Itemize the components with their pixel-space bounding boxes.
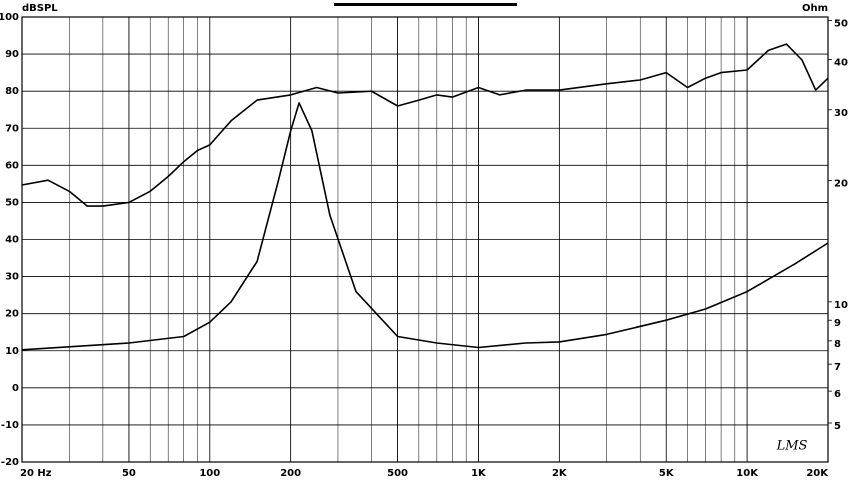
x-tick-label: 500 xyxy=(387,468,408,479)
x-tick-label: 2K xyxy=(552,468,568,479)
x-tick-label: 5K xyxy=(659,468,675,479)
y-tick-label: 70 xyxy=(5,123,19,134)
y2-tick-label: 7 xyxy=(834,362,841,373)
y2-axis-label: Ohm xyxy=(802,3,828,14)
plot-frame xyxy=(21,16,829,463)
y2-tick-label: 20 xyxy=(834,179,848,190)
y-tick-label: 0 xyxy=(12,383,19,394)
y-tick-label: 20 xyxy=(5,309,19,320)
logo: LMS xyxy=(776,439,808,454)
y-tick-label: 80 xyxy=(5,86,19,97)
title-bar xyxy=(334,3,517,6)
series-line xyxy=(21,102,829,351)
y-tick-label: 50 xyxy=(5,197,19,208)
y2-tick-label: 6 xyxy=(834,389,841,400)
x-tick-label: 20K xyxy=(806,468,829,479)
x-tick-label: 50 xyxy=(122,468,136,479)
y2-tick-label: 8 xyxy=(834,339,841,350)
y-tick-label: 30 xyxy=(5,272,19,283)
x-tick-label: 10K xyxy=(736,468,759,479)
x-tick-label: 100 xyxy=(199,468,220,479)
y-tick-label: -10 xyxy=(1,420,19,431)
x-tick-label: 200 xyxy=(280,468,301,479)
y2-tick-label: 40 xyxy=(834,57,848,68)
y2-tick-label: 10 xyxy=(834,300,848,311)
y-tick-label: 60 xyxy=(5,160,19,171)
y2-tick-label: 30 xyxy=(834,108,848,119)
y2-tick-label: 9 xyxy=(834,318,841,329)
y2-tick-label: 50 xyxy=(834,18,848,29)
y-tick-label: -20 xyxy=(1,457,19,468)
y-axis-label: dBSPL xyxy=(22,3,58,14)
y-tick-label: 90 xyxy=(5,49,19,60)
y-tick-label: 40 xyxy=(5,235,19,246)
series-line xyxy=(21,43,829,207)
y-tick-label: 100 xyxy=(0,12,19,23)
y2-tick-label: 5 xyxy=(834,421,841,432)
x-tick-label: 1K xyxy=(471,468,487,479)
x-tick-label: 20 Hz xyxy=(20,468,52,479)
y-tick-label: 10 xyxy=(5,346,19,357)
